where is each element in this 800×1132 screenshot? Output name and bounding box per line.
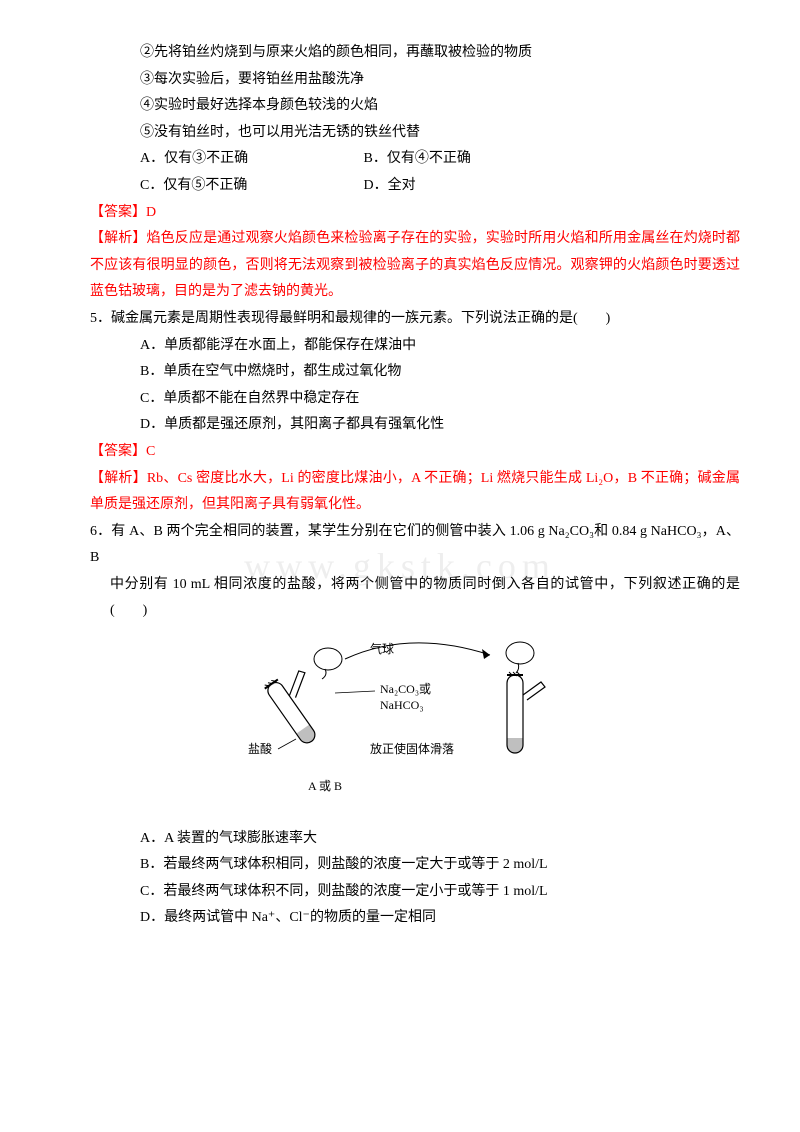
q5-answer: 【答案】C (60, 439, 740, 466)
q5-option-d: D．单质都是强还原剂，其阳离子都具有强氧化性 (60, 412, 740, 439)
q5-option-b: B．单质在空气中燃烧时，都生成过氧化物 (60, 359, 740, 386)
q6-option-c: C．若最终两气球体积不同，则盐酸的浓度一定小于或等于 1 mol/L (60, 879, 740, 906)
q6-option-d: D．最终两试管中 Na⁺、Cl⁻的物质的量一定相同 (60, 905, 740, 932)
q6-diagram: 气球 Na₂CO₃或 NaHCO₃ 盐酸 放正使固体滑落 A 或 B (60, 635, 740, 816)
q6-stem-line-2: 中分别有 10 mL 相同浓度的盐酸，将两个侧管中的物质同时倒入各自的试管中，下… (60, 572, 740, 625)
q6-stem-line-1: 6．有 A、B 两个完全相同的装置，某学生分别在它们的侧管中装入 1.06 g … (60, 519, 740, 572)
q5-explanation: 【解析】Rb、Cs 密度比水大，Li 的密度比煤油小，A 不正确；Li 燃烧只能… (60, 466, 740, 519)
q4-option-c: C．仅有⑤不正确 (140, 173, 360, 200)
q4-option-a: A．仅有③不正确 (140, 146, 360, 173)
q5-option-c: C．单质都不能在自然界中稳定存在 (60, 386, 740, 413)
q4-options-row-1: A．仅有③不正确 B．仅有④不正确 (60, 146, 740, 173)
q4-statement-3: ③每次实验后，要将铂丝用盐酸洗净 (60, 67, 740, 94)
diagram-content-label-1: Na₂CO₃或 (380, 682, 431, 696)
q4-explanation: 【解析】焰色反应是通过观察火焰颜色来检验离子存在的实验，实验时所用火焰和所用金属… (60, 226, 740, 306)
q6-option-a: A．A 装置的气球膨胀速率大 (60, 826, 740, 853)
diagram-bottom-label: A 或 B (308, 779, 342, 793)
q5-stem: 5．碱金属元素是周期性表现得最鲜明和最规律的一族元素。下列说法正确的是( ) (60, 306, 740, 333)
q4-answer: 【答案】D (60, 200, 740, 227)
q4-option-b: B．仅有④不正确 (364, 146, 471, 173)
q4-statement-4: ④实验时最好选择本身颜色较浅的火焰 (60, 93, 740, 120)
q4-statement-5: ⑤没有铂丝时，也可以用光洁无锈的铁丝代替 (60, 120, 740, 147)
q5-option-a: A．单质都能浮在水面上，都能保存在煤油中 (60, 333, 740, 360)
diagram-content-label-2: NaHCO₃ (380, 698, 424, 712)
diagram-balloon-label: 气球 (370, 641, 394, 656)
q4-option-d: D．全对 (364, 173, 416, 200)
q4-options-row-2: C．仅有⑤不正确 D．全对 (60, 173, 740, 200)
diagram-action-label: 放正使固体滑落 (370, 741, 454, 756)
q6-option-b: B．若最终两气球体积相同，则盐酸的浓度一定大于或等于 2 mol/L (60, 852, 740, 879)
diagram-acid-label: 盐酸 (248, 741, 272, 756)
q4-statement-2: ②先将铂丝灼烧到与原来火焰的颜色相同，再蘸取被检验的物质 (60, 40, 740, 67)
